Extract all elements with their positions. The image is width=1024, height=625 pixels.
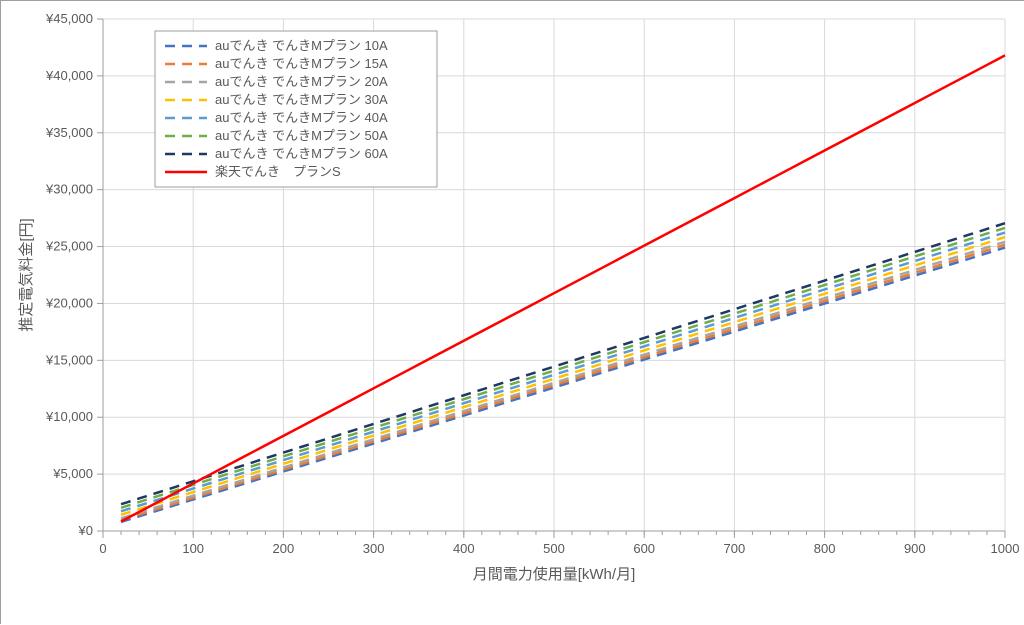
x-tick-label: 0 (99, 541, 106, 556)
x-tick-label: 500 (543, 541, 565, 556)
x-tick-label: 300 (363, 541, 385, 556)
legend-label: auでんき でんきMプラン 10A (215, 38, 388, 53)
y-tick-label: ¥15,000 (45, 352, 93, 367)
y-axis-label: 推定電気料金[円] (18, 218, 35, 331)
y-tick-label: ¥45,000 (45, 11, 93, 26)
y-tick-label: ¥0 (78, 523, 93, 538)
chart-canvas: ¥0 ¥5,000 ¥10,000 ¥15,000 ¥20,000 ¥25,000 ¥30,… (1, 1, 1024, 625)
legend-label: auでんき でんきMプラン 50A (215, 128, 388, 143)
y-tick-label: ¥10,000 (45, 409, 93, 424)
y-tick-label: ¥30,000 (45, 182, 93, 197)
x-tick-label: 200 (273, 541, 295, 556)
line-chart: ¥0 ¥5,000 ¥10,000 ¥15,000 ¥20,000 ¥25,000 ¥30,… (0, 0, 1024, 624)
legend-label: auでんき でんきMプラン 40A (215, 110, 388, 125)
x-tick-label: 400 (453, 541, 475, 556)
legend-label: auでんき でんきMプラン 30A (215, 92, 388, 107)
x-tick-label: 800 (814, 541, 836, 556)
x-axis-label: 月間電力使用量[kWh/月] (473, 566, 636, 583)
x-tick-label: 100 (182, 541, 204, 556)
y-tick-label: ¥5,000 (52, 466, 93, 481)
x-tick-label: 700 (724, 541, 746, 556)
y-tick-label: ¥40,000 (45, 68, 93, 83)
x-tick-label: 600 (633, 541, 655, 556)
y-tick-label: ¥20,000 (45, 295, 93, 310)
legend-label: auでんき でんきMプラン 60A (215, 146, 388, 161)
y-tick-label: ¥25,000 (45, 239, 93, 254)
x-tick-label: 1000 (991, 541, 1020, 556)
x-tick-label: 900 (904, 541, 926, 556)
y-tick-label: ¥35,000 (45, 125, 93, 140)
legend-label: 楽天でんき プランS (215, 164, 341, 179)
legend-label: auでんき でんきMプラン 20A (215, 74, 388, 89)
legend-label: auでんき でんきMプラン 15A (215, 56, 388, 71)
